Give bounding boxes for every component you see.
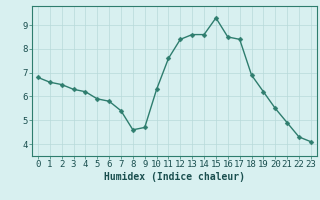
X-axis label: Humidex (Indice chaleur): Humidex (Indice chaleur) [104,172,245,182]
